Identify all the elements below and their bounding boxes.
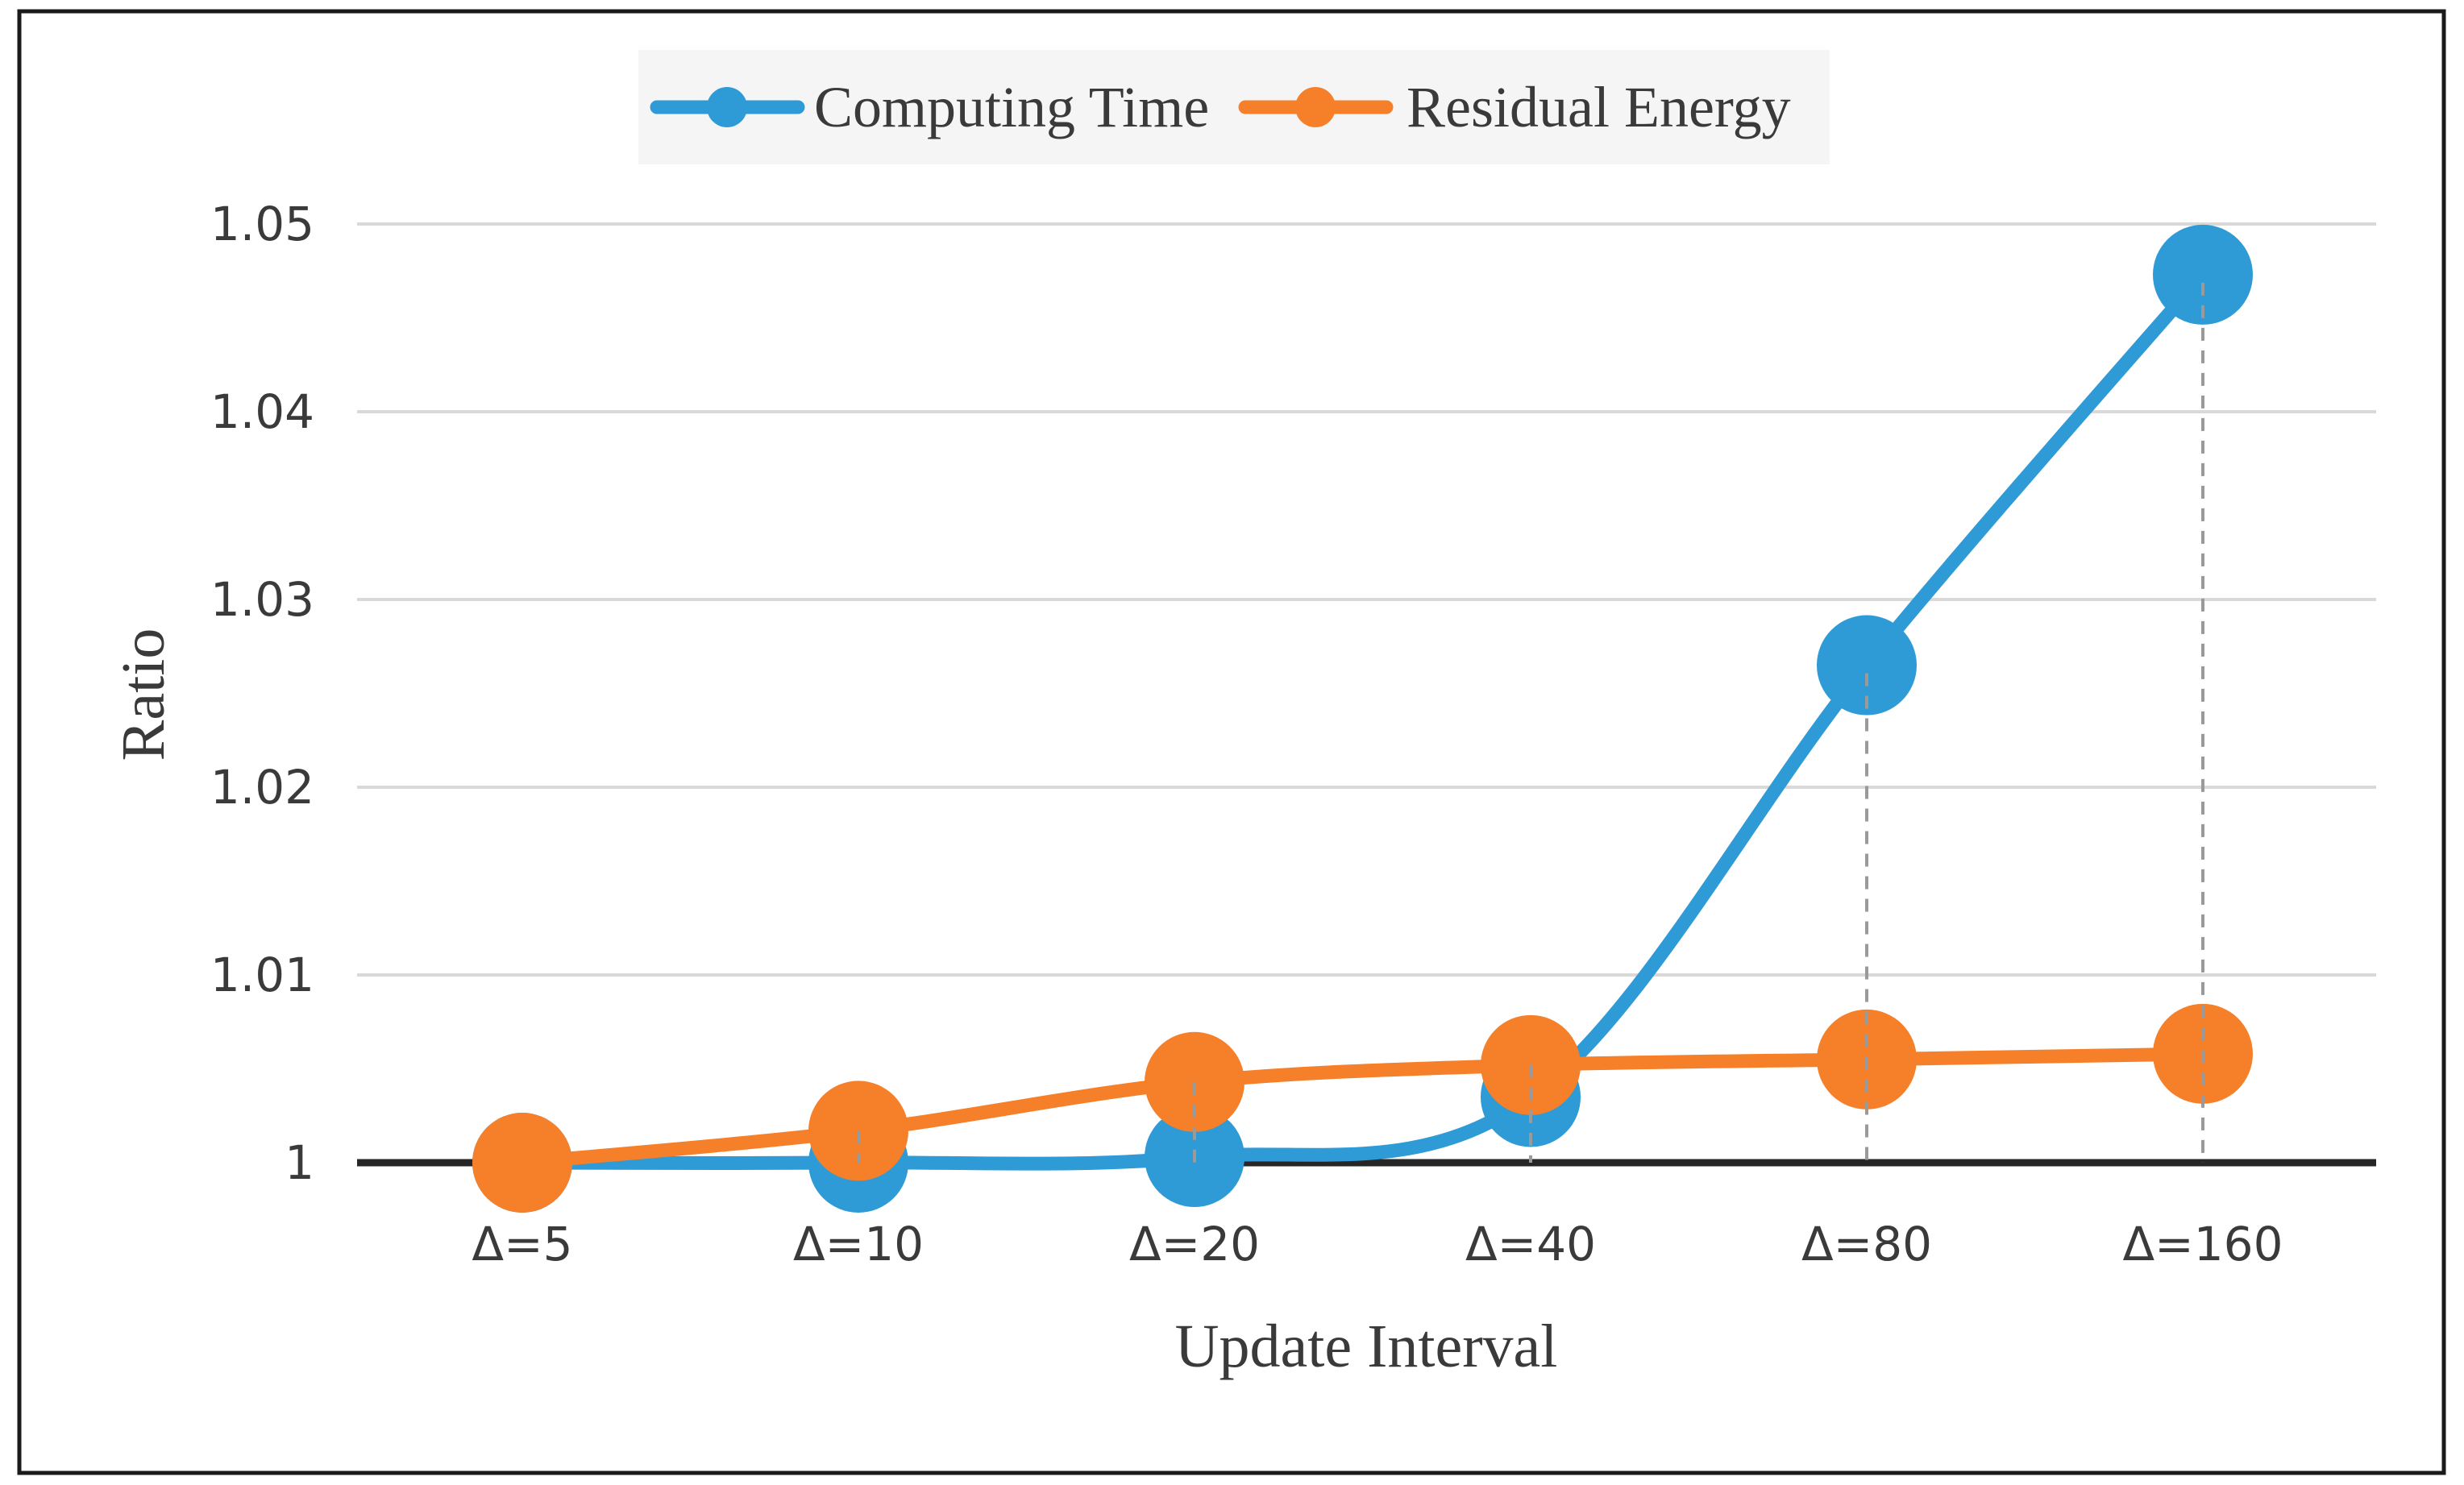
y-tick-label: 1.04 [210,384,314,439]
legend-marker-computing-time [707,87,747,127]
data-point [1817,615,1917,716]
y-axis-title: Ratio [110,628,177,761]
x-axis: Δ=5 Δ=10 Δ=20 Δ=40 Δ=80 Δ=160 [472,1217,2283,1271]
chart-frame [17,9,2446,1475]
legend: Computing Time Residual Energy [638,50,1830,164]
x-tick-label: Δ=5 [472,1217,572,1271]
x-tick-label: Δ=160 [2123,1217,2283,1271]
y-tick-label: 1.03 [210,572,314,627]
legend-label-residual-energy: Residual Energy [1407,75,1791,139]
data-point [2153,224,2253,325]
legend-label-computing-time: Computing Time [814,75,1209,139]
x-tick-label: Δ=20 [1129,1217,1260,1271]
drop-lines [857,282,2204,1163]
y-tick-label: 1.02 [210,760,314,815]
gridlines [357,222,2376,977]
y-tick-label: 1.05 [210,197,314,251]
x-tick-label: Δ=40 [1465,1217,1596,1271]
legend-marker-residual-energy [1295,87,1336,127]
y-tick-label: 1.01 [210,948,314,1002]
data-point [472,1113,572,1213]
x-tick-label: Δ=80 [1801,1217,1932,1271]
y-tick-label: 1 [285,1135,314,1190]
legend-box [638,50,1830,164]
x-tick-label: Δ=10 [793,1217,924,1271]
x-axis-title: Update Interval [1175,1313,1558,1380]
